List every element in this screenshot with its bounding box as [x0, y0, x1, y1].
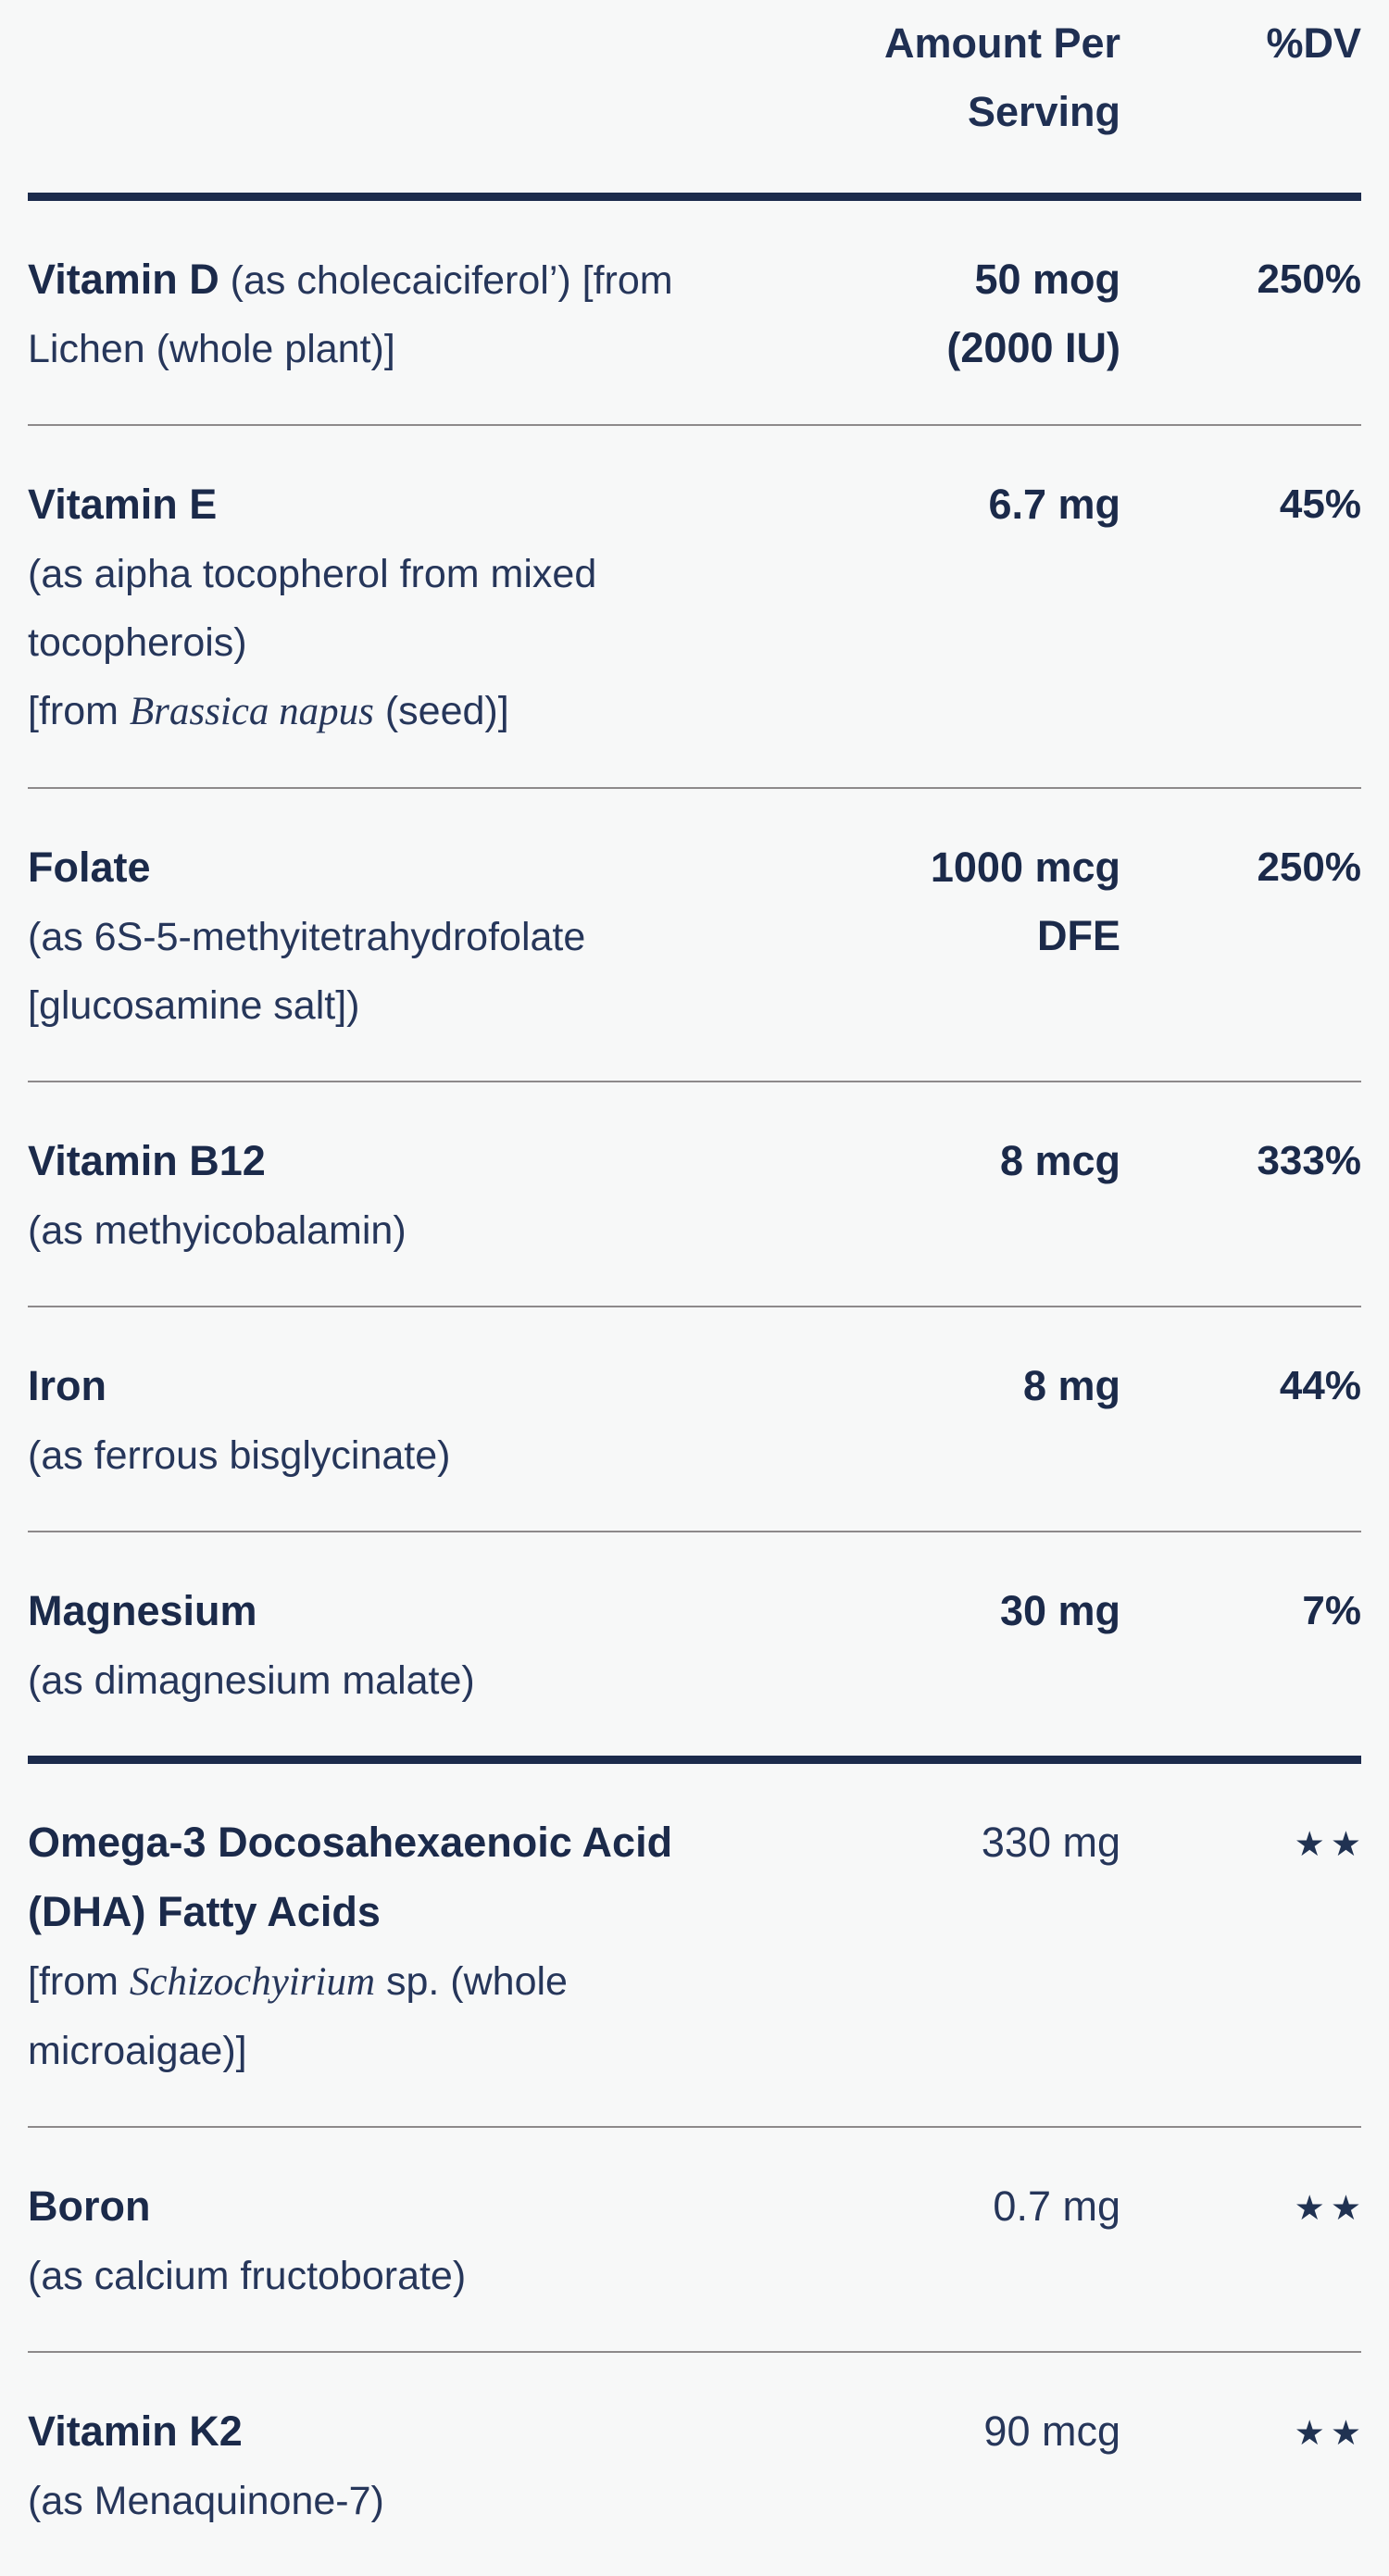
entry-name: Iron — [28, 1362, 106, 1409]
header-percent-dv: %DV — [1266, 19, 1361, 67]
row-divider — [28, 1531, 1361, 1532]
entry-name: Vitamin D — [28, 256, 219, 303]
entry-detail-line: (as ferrous bisglycinate) — [28, 1433, 451, 1478]
section-divider — [28, 1756, 1361, 1764]
entry-name: Boron — [28, 2182, 151, 2230]
amount-value: 8 mcg — [999, 1137, 1120, 1184]
species-name-italic: Brassica napus — [129, 690, 374, 733]
entry-detail-line: (as aipha tocopherol from mixed — [28, 552, 597, 596]
entry-detail-line: microaigae)] — [28, 2029, 247, 2073]
row-divider — [28, 424, 1361, 426]
entry-detail-line: tocopherois) — [28, 620, 247, 665]
header-spacer — [28, 9, 861, 146]
entry-name-line: Vitamin D (as cholecaiciferol’) [from — [28, 245, 861, 315]
dv-percent: 250% — [1257, 844, 1361, 890]
amount-line1: 1000 mcg — [930, 844, 1120, 891]
dv-stars: ★★ — [1294, 1825, 1367, 1863]
entry-detail-line: (as 6S-5-methyitetrahydrofolate — [28, 915, 586, 959]
table-row-vitamin-d: Vitamin D (as cholecaiciferol’) [from Li… — [28, 201, 1361, 424]
table-row-iron: Iron (as ferrous bisglycinate) 8 mg 44% — [28, 1307, 1361, 1531]
entry-detail-line: (as methyicobalamin) — [28, 1208, 407, 1253]
amount-line2: DFE — [1037, 912, 1120, 959]
amount-value: 8 mg — [1022, 1362, 1120, 1409]
table-row-vitamin-k2: Vitamin K2 (as Menaquinone-7) 90 mcg ★★ — [28, 2353, 1361, 2576]
amount-value: 0.7 mg — [993, 2182, 1120, 2230]
entry-detail-line: [from Brassica napus (seed)] — [28, 689, 509, 733]
table-row-vitamin-b12: Vitamin B12 (as methyicobalamin) 8 mcg 3… — [28, 1082, 1361, 1306]
row-divider — [28, 1081, 1361, 1082]
amount-value: 90 mcg — [983, 2407, 1120, 2455]
entry-detail-line: (as Menaquinone-7) — [28, 2479, 384, 2523]
entry-name: Omega-3 Docosahexaenoic Acid — [28, 1819, 673, 1866]
table-row-boron: Boron (as calcium fructoborate) 0.7 mg ★… — [28, 2128, 1361, 2351]
entry-detail-line: [glucosamine salt]) — [28, 983, 360, 1028]
amount-value: 30 mg — [999, 1587, 1120, 1634]
entry-detail-line: Lichen (whole plant)] — [28, 327, 395, 371]
dv-percent: 250% — [1257, 256, 1361, 302]
dv-stars: ★★ — [1294, 2189, 1367, 2227]
entry-name: Vitamin K2 — [28, 2407, 243, 2455]
entry-name: Vitamin B12 — [28, 1137, 266, 1184]
amount-line1: 50 mog — [974, 256, 1120, 303]
row-divider — [28, 1306, 1361, 1307]
row-divider — [28, 2126, 1361, 2128]
entry-detail-line: (as dimagnesium malate) — [28, 1658, 475, 1703]
table-header: Amount Per Serving %DV — [28, 0, 1361, 193]
entry-detail-line: (as calcium fructoborate) — [28, 2254, 467, 2298]
dv-percent: 7% — [1302, 1588, 1361, 1633]
entry-name: (DHA) Fatty Acids — [28, 1888, 381, 1935]
entry-name: Vitamin E — [28, 481, 218, 528]
entry-name: Folate — [28, 844, 151, 891]
amount-value: 1000 mcg DFE — [861, 833, 1120, 1040]
section-divider — [28, 193, 1361, 201]
dv-percent: 333% — [1257, 1138, 1361, 1183]
dv-stars: ★★ — [1294, 2414, 1367, 2452]
row-divider — [28, 787, 1361, 789]
table-row-magnesium: Magnesium (as dimagnesium malate) 30 mg … — [28, 1532, 1361, 1756]
entry-name: Magnesium — [28, 1587, 257, 1634]
dv-percent: 45% — [1279, 481, 1361, 527]
dv-percent: 44% — [1279, 1363, 1361, 1408]
table-row-vitamin-e: Vitamin E (as aipha tocopherol from mixe… — [28, 426, 1361, 787]
table-row-omega-3-dha: Omega-3 Docosahexaenoic Acid (DHA) Fatty… — [28, 1764, 1361, 2126]
amount-value: 6.7 mg — [988, 481, 1120, 528]
header-amount-per-serving: Amount Per Serving — [883, 19, 1120, 135]
amount-line2: (2000 IU) — [946, 324, 1120, 371]
table-row-folate: Folate (as 6S-5-methyitetrahydrofolate [… — [28, 789, 1361, 1081]
amount-value: 330 mg — [981, 1819, 1120, 1866]
species-name-italic: Schizochyirium — [129, 1960, 376, 2004]
row-divider — [28, 2351, 1361, 2353]
entry-detail-line: [from Schizochyirium sp. (whole — [28, 1959, 568, 2004]
entry-name-detail: (as cholecaiciferol’) [from — [230, 258, 673, 303]
amount-value: 50 mog (2000 IU) — [861, 245, 1120, 383]
